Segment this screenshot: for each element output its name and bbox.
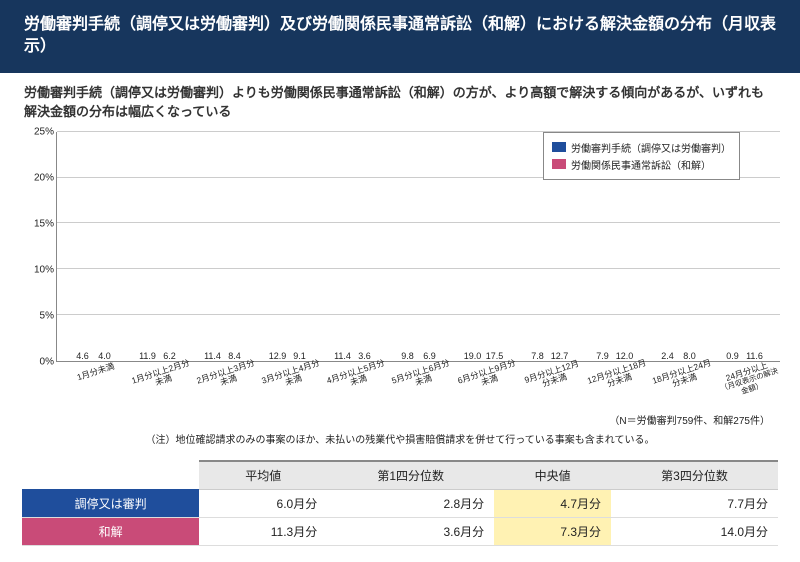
table-cell: 7.3月分 xyxy=(494,517,611,545)
table-cell: 3.6月分 xyxy=(327,517,494,545)
x-tick-label: 12月分以上18月分未満 xyxy=(582,352,659,420)
y-tick: 5% xyxy=(40,310,54,321)
bar-value-label: 11.4 xyxy=(204,351,221,361)
x-tick-label: 24月分以上（月収表示の解決金額） xyxy=(713,352,790,420)
bar-value-label: 4.6 xyxy=(76,351,89,361)
x-tick-label: 4月分以上5月分未満 xyxy=(322,352,399,420)
row-header: 調停又は審判 xyxy=(22,489,199,517)
table-column-header: 中央値 xyxy=(494,461,611,490)
x-tick-label: 2月分以上3月分未満 xyxy=(192,352,269,420)
y-tick: 20% xyxy=(34,172,54,183)
table-column-header xyxy=(22,461,199,490)
page-header: 労働審判手続（調停又は労働審判）及び労働関係民事通常訴訟（和解）における解決金額… xyxy=(0,0,800,73)
bar-value-label: 11.9 xyxy=(139,351,156,361)
table-row: 調停又は審判6.0月分2.8月分4.7月分7.7月分 xyxy=(22,489,778,517)
y-tick: 15% xyxy=(34,218,54,229)
table-cell: 4.7月分 xyxy=(494,489,611,517)
x-tick-label: 1月分未満 xyxy=(62,352,139,420)
bar-value-label: 9.8 xyxy=(401,351,414,361)
table-cell: 7.7月分 xyxy=(611,489,778,517)
legend-label-1: 労働関係民事通常訴訟（和解） xyxy=(571,157,711,172)
table-column-header: 第1四分位数 xyxy=(327,461,494,490)
row-header: 和解 xyxy=(22,517,199,545)
y-tick: 25% xyxy=(34,126,54,137)
distribution-chart: 労働審判手続（調停又は労働審判） 労働関係民事通常訴訟（和解） 0% 5% 10% 1… xyxy=(20,132,780,412)
legend-swatch-0 xyxy=(552,142,566,152)
bar-value-label: 2.4 xyxy=(661,351,674,361)
bar-value-label: 0.9 xyxy=(726,351,739,361)
x-tick-label: 5月分以上6月分未満 xyxy=(387,352,464,420)
summary-statistics-table: 平均値第1四分位数中央値第3四分位数 調停又は審判6.0月分2.8月分4.7月分… xyxy=(22,460,778,546)
subtitle-text: 労働審判手続（調停又は労働審判）よりも労働関係民事通常訴訟（和解）の方が、より高… xyxy=(0,73,800,128)
y-axis: 0%5%10%15%20%25% xyxy=(20,132,56,362)
legend-label-0: 労働審判手続（調停又は労働審判） xyxy=(571,140,731,155)
y-tick: 10% xyxy=(34,264,54,275)
y-tick: 0% xyxy=(40,356,54,367)
bar-value-label: 19.0 xyxy=(464,351,482,361)
bar-value-label: 7.8 xyxy=(531,351,544,361)
x-tick-label: 18月分以上24月分未満 xyxy=(647,352,724,420)
table-cell: 11.3月分 xyxy=(199,517,327,545)
x-tick-label: 6月分以上9月分未満 xyxy=(452,352,529,420)
table-cell: 14.0月分 xyxy=(611,517,778,545)
x-tick-label: 9月分以上12月分未満 xyxy=(517,352,594,420)
x-tick-label: 1月分以上2月分未満 xyxy=(127,352,204,420)
table-column-header: 第3四分位数 xyxy=(611,461,778,490)
table-cell: 2.8月分 xyxy=(327,489,494,517)
footnote-text: （注）地位確認請求のみの事案のほか、未払いの残業代や損害賠償請求を併せて行ってい… xyxy=(0,427,800,454)
legend-swatch-1 xyxy=(552,159,566,169)
chart-legend: 労働審判手続（調停又は労働審判） 労働関係民事通常訴訟（和解） xyxy=(543,132,740,180)
page-title: 労働審判手続（調停又は労働審判）及び労働関係民事通常訴訟（和解）における解決金額… xyxy=(24,16,776,55)
bar-value-label: 11.4 xyxy=(334,351,351,361)
x-tick-label: 3月分以上4月分未満 xyxy=(257,352,334,420)
bar-value-label: 7.9 xyxy=(596,351,609,361)
table-cell: 6.0月分 xyxy=(199,489,327,517)
table-column-header: 平均値 xyxy=(199,461,327,490)
bar-value-label: 12.9 xyxy=(269,351,287,361)
x-axis-labels: 1月分未満1月分以上2月分未満2月分以上3月分未満3月分以上4月分未満4月分以上… xyxy=(56,362,780,412)
table-row: 和解11.3月分3.6月分7.3月分14.0月分 xyxy=(22,517,778,545)
